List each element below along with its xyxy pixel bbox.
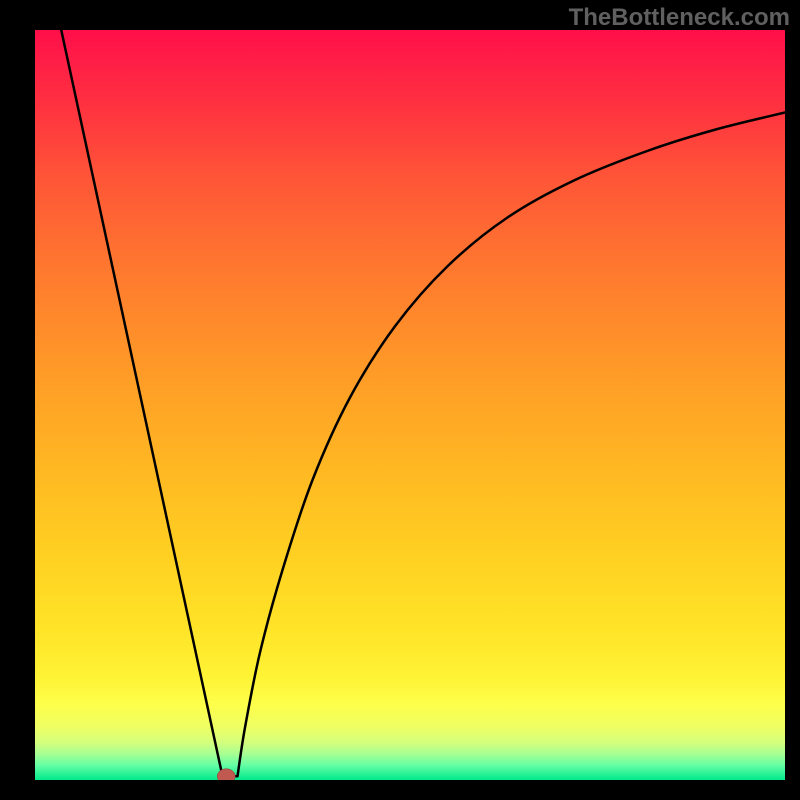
chart-frame: TheBottleneck.com xyxy=(0,0,800,800)
watermark-text: TheBottleneck.com xyxy=(569,4,790,32)
plot-area xyxy=(35,30,785,780)
plot-svg xyxy=(35,30,785,780)
